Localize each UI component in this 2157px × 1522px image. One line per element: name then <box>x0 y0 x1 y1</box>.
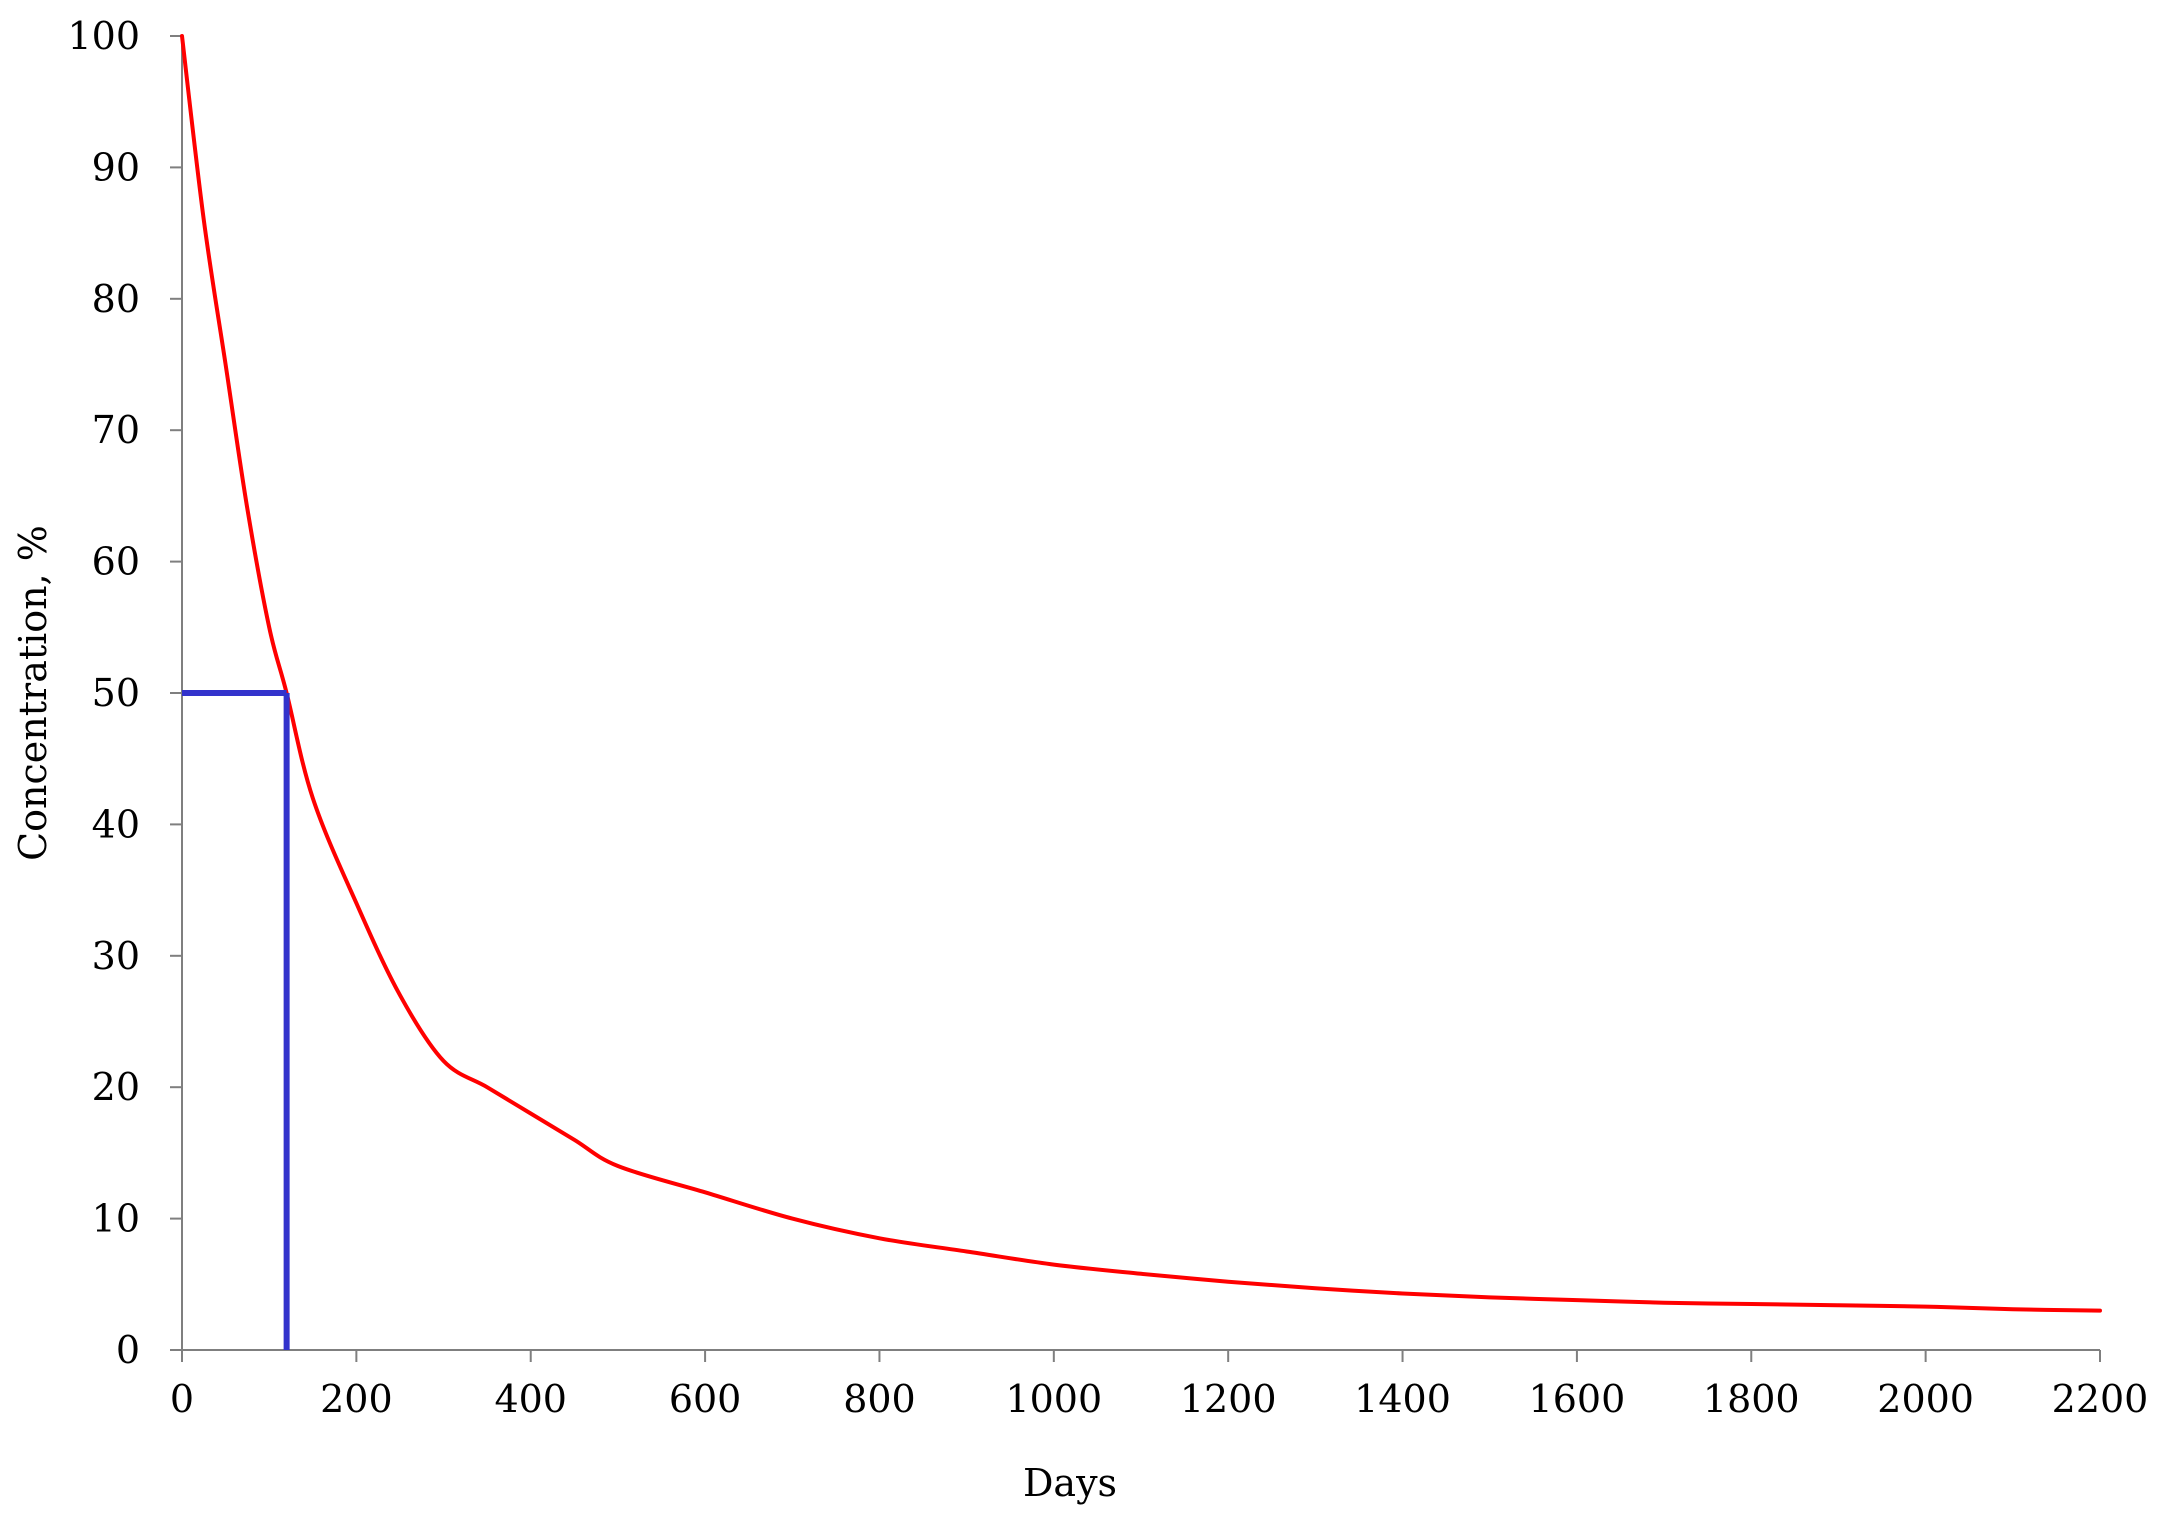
y-tick-label: 60 <box>92 540 140 584</box>
y-tick-label: 80 <box>92 277 140 321</box>
y-tick-label: 70 <box>92 408 140 452</box>
y-tick-label: 100 <box>67 14 140 58</box>
x-tick-label: 2200 <box>2052 1377 2149 1421</box>
x-tick-label: 2000 <box>1877 1377 1974 1421</box>
x-tick-label: 0 <box>170 1377 194 1421</box>
tick-marks <box>170 35 2101 1362</box>
y-tick-label: 0 <box>116 1328 140 1372</box>
y-tick-label: 10 <box>92 1197 140 1241</box>
x-tick-label: 1400 <box>1354 1377 1451 1421</box>
x-tick-label: 1200 <box>1180 1377 1277 1421</box>
y-tick-label: 30 <box>92 934 140 978</box>
x-axis-title: Days <box>1023 1461 1117 1505</box>
y-tick-label: 90 <box>92 145 140 189</box>
x-tick-label: 1800 <box>1703 1377 1800 1421</box>
x-tick-label: 200 <box>320 1377 393 1421</box>
y-tick-label: 40 <box>92 802 140 846</box>
x-tick-label: 800 <box>843 1377 916 1421</box>
x-tick-label: 1600 <box>1529 1377 1626 1421</box>
y-axis-title: Concentration, % <box>11 525 55 861</box>
x-tick-label: 400 <box>494 1377 567 1421</box>
data-series <box>180 34 2102 1313</box>
y-tick-label: 20 <box>92 1065 140 1109</box>
x-tick-label: 600 <box>669 1377 742 1421</box>
series-line-0 <box>180 34 2102 1313</box>
annotations <box>182 690 290 1350</box>
y-tick-label: 50 <box>92 671 140 715</box>
axes <box>181 36 2100 1351</box>
x-tick-label: 1000 <box>1005 1377 1102 1421</box>
